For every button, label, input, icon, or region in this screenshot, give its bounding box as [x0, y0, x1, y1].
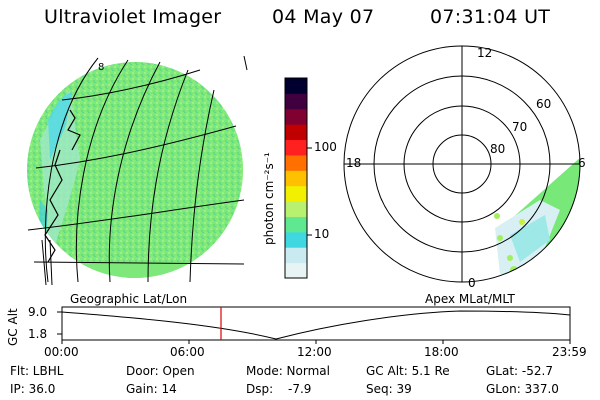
time-label: 07:31:04 UT	[430, 6, 551, 28]
alt-xtick-3: 18:00	[424, 345, 459, 359]
colorbar-tick-10: 10	[314, 227, 330, 241]
colorbar-stops	[285, 78, 307, 279]
colorbar-band	[285, 247, 307, 264]
alt-ylabel: GC Alt	[6, 308, 20, 346]
door-value: Door: Open	[126, 364, 195, 378]
filter-value: Flt: LBHL	[10, 364, 64, 378]
polar-label-0: 0	[468, 276, 476, 290]
polar-label-70: 70	[512, 120, 528, 134]
alt-ytick-low: 1.8	[28, 327, 48, 341]
colorbar-band	[285, 108, 307, 125]
colorbar-band	[285, 154, 307, 171]
stray-mark	[243, 55, 248, 71]
polar-label-6: 6	[578, 156, 586, 170]
alt-xtick-1: 06:00	[170, 345, 205, 359]
geographic-grid	[27, 57, 245, 286]
colorbar-band	[285, 78, 307, 94]
dsp-value: -7.9	[288, 382, 312, 396]
gc-alt-value: GC Alt: 5.1 Re	[366, 364, 450, 378]
colorbar-band	[285, 124, 307, 141]
altitude-plot	[57, 306, 571, 344]
colorbar-band	[285, 139, 307, 156]
polar-label-12: 12	[477, 46, 493, 60]
geographic-label: Geographic Lat/Lon	[70, 292, 188, 306]
x-tick-marks	[61, 340, 571, 344]
polar-label-60: 60	[536, 97, 552, 111]
alt-xtick-0: 00:00	[44, 345, 79, 359]
colorbar-unit-label: photon cm⁻²s⁻¹	[262, 152, 276, 245]
ip-value: IP: 36.0	[10, 382, 56, 396]
colorbar-band	[285, 231, 307, 248]
alt-ytick-high: 9.0	[28, 305, 48, 319]
glat-value: GLat: -52.7	[486, 364, 553, 378]
colorbar-tick-100: 100	[314, 140, 337, 154]
colorbar	[284, 77, 312, 279]
dsp-label: Dsp:	[246, 382, 274, 396]
apex-label: Apex MLat/MLT	[425, 292, 515, 306]
date-label: 04 May 07	[272, 6, 375, 28]
seq-value: Seq: 39	[366, 382, 412, 396]
instrument-title: Ultraviolet Imager	[44, 6, 222, 28]
colorbar-band	[285, 201, 307, 217]
glon-value: GLon: 337.0	[486, 382, 559, 396]
polar-label-80: 80	[490, 142, 506, 156]
mode-value: Mode: Normal	[246, 364, 330, 378]
colorbar-band	[285, 262, 307, 279]
polar-label-18: 18	[346, 156, 362, 170]
colorbar-band	[285, 93, 307, 110]
altitude-curve	[61, 310, 571, 340]
colorbar-band	[285, 170, 307, 187]
alt-xtick-4: 23:59	[552, 345, 587, 359]
colorbar-band	[285, 216, 307, 233]
gain-value: Gain: 14	[126, 382, 177, 396]
alt-xtick-2: 12:00	[297, 345, 332, 359]
polar-plot	[343, 45, 581, 283]
colorbar-band	[285, 185, 307, 202]
map-annotation: 8	[98, 62, 104, 73]
